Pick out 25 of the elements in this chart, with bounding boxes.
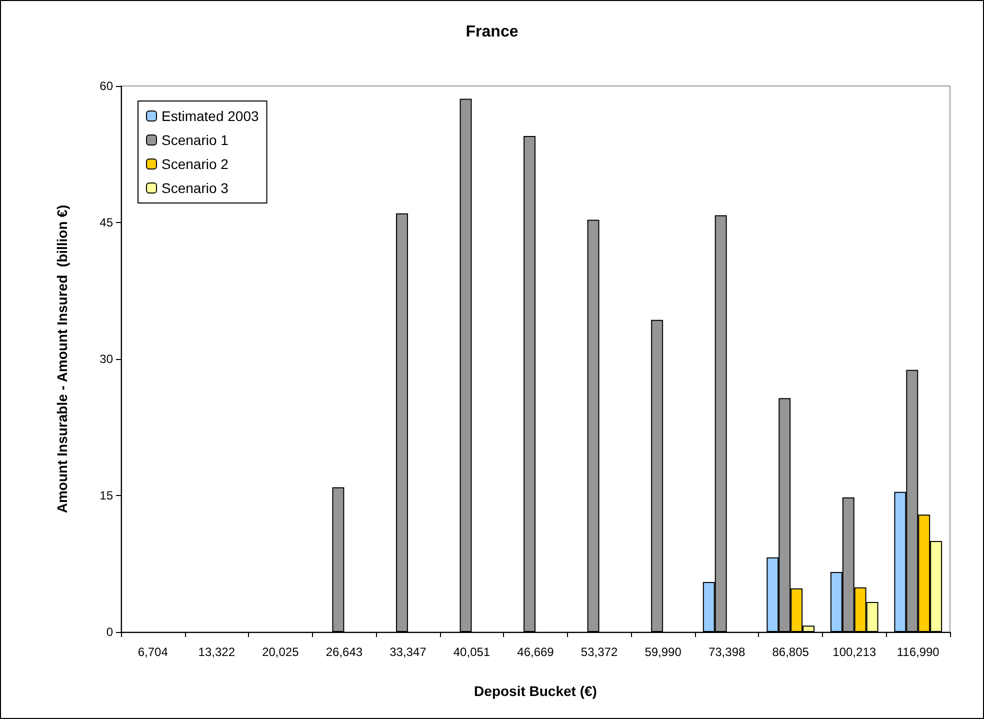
x-tick-label: 33,347 [390,645,427,659]
x-tick-label: 26,643 [326,645,363,659]
x-tick-label: 100,213 [832,645,876,659]
legend-label: Scenario 1 [162,132,229,148]
x-tick-label: 59,990 [644,645,682,659]
chart-title: France [466,24,518,40]
x-axis-title: Deposit Bucket (€) [474,683,597,699]
x-tick-label: 86,805 [772,645,810,659]
x-tick-label: 53,372 [580,645,618,659]
x-tick-label: 20,025 [262,645,300,659]
y-tick-label: 30 [100,352,114,366]
x-tick-label: 46,669 [517,645,554,659]
x-tick-label: 6,704 [138,645,168,659]
y-tick-label: 45 [100,216,114,230]
y-tick-label: 15 [100,488,114,502]
y-axis-title: Amount Insurable - Amount Insured (billion €) [54,204,70,514]
legend-label: Scenario 3 [162,180,229,196]
legend-label: Scenario 2 [162,156,229,172]
x-tick-label: 73,398 [708,645,746,659]
x-tick-label: 40,051 [453,645,490,659]
x-tick-label: 116,990 [896,645,940,659]
y-tick-label: 60 [100,79,114,93]
legend-label: Estimated 2003 [162,108,259,124]
y-tick-label: 0 [106,625,114,639]
x-tick-label: 13,322 [198,645,236,659]
